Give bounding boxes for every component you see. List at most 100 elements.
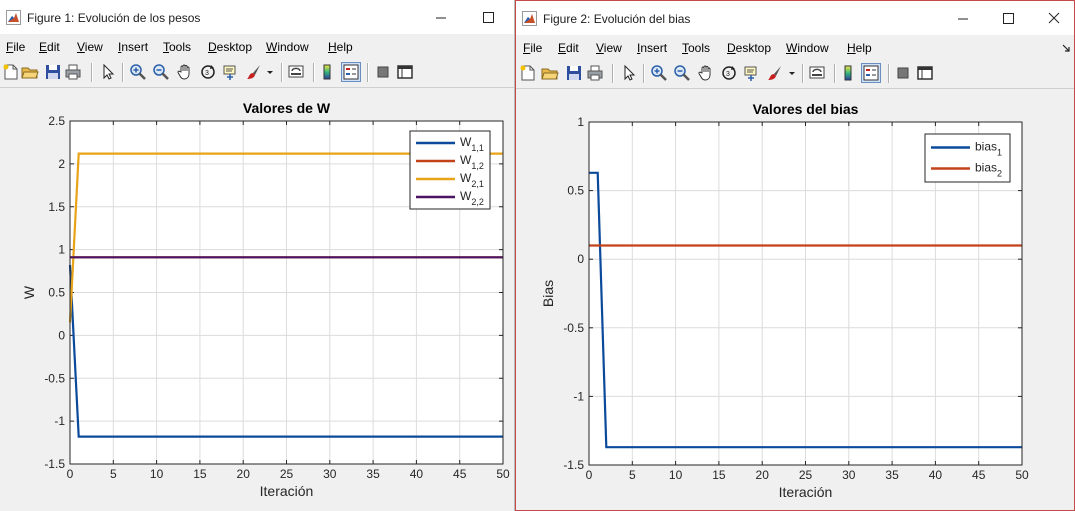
legend-subscript: 2 — [997, 169, 1002, 179]
toolbar-separator — [367, 63, 369, 82]
toolbar: 3 — [516, 61, 1074, 86]
save-icon[interactable] — [44, 63, 62, 81]
edit-plot-pointer-icon[interactable] — [99, 63, 117, 81]
y-tick-label: -1 — [573, 389, 584, 403]
menu-tools[interactable]: Tools — [163, 40, 192, 54]
legend-name: W — [460, 153, 472, 167]
y-tick-label: -0.5 — [44, 371, 65, 385]
x-tick-label: 20 — [756, 468, 770, 482]
svg-text:3: 3 — [726, 71, 730, 78]
link-plot-icon[interactable] — [808, 64, 826, 82]
colorbar-icon[interactable] — [839, 64, 857, 82]
zoom-out-icon[interactable] — [673, 64, 691, 82]
toolbar-separator — [834, 64, 836, 83]
open-file-icon[interactable] — [21, 63, 39, 81]
menu-view[interactable]: View — [77, 40, 103, 54]
chevron-down-icon[interactable] — [787, 64, 797, 82]
y-tick-label: 2 — [58, 157, 65, 171]
minimize-button[interactable] — [947, 5, 979, 31]
print-icon[interactable] — [586, 64, 604, 82]
save-icon[interactable] — [565, 64, 583, 82]
title-bar[interactable]: Figure 2: Evolución del bias — [516, 1, 1074, 35]
x-tick-label: 15 — [193, 467, 207, 481]
chevron-down-icon[interactable] — [265, 63, 275, 81]
y-tick-label: 0.5 — [567, 184, 584, 198]
edit-plot-pointer-icon[interactable] — [620, 64, 638, 82]
maximize-button[interactable] — [992, 5, 1024, 31]
open-file-icon[interactable] — [541, 64, 559, 82]
y-tick-label: -1 — [54, 414, 65, 428]
data-cursor-icon[interactable] — [743, 64, 761, 82]
link-plot-icon[interactable] — [287, 63, 305, 81]
legend-entry: W2,2 — [460, 189, 484, 207]
zoom-in-icon[interactable] — [129, 63, 147, 81]
dock-arrow-icon[interactable] — [1061, 43, 1071, 53]
menu-file[interactable]: File — [523, 41, 543, 55]
y-tick-label: -1.5 — [44, 457, 65, 471]
y-tick-label: 1.5 — [48, 200, 65, 214]
x-tick-label: 5 — [629, 468, 636, 482]
toolbar-separator — [122, 63, 124, 82]
legend-name: bias — [975, 161, 997, 175]
menu-insert[interactable]: Insert — [118, 40, 149, 54]
rotate-3d-icon[interactable]: 3 — [720, 64, 738, 82]
colorbar-icon[interactable] — [318, 63, 336, 81]
hide-plot-tools-icon[interactable] — [894, 64, 912, 82]
menu-window[interactable]: Window — [786, 41, 829, 55]
x-tick-label: 50 — [1015, 468, 1029, 482]
menu-file[interactable]: File — [6, 40, 26, 54]
chart-title: Valores de W — [243, 100, 331, 116]
legend-name: W — [460, 171, 472, 185]
brush-icon[interactable] — [766, 64, 784, 82]
close-button[interactable] — [1038, 5, 1070, 31]
zoom-in-icon[interactable] — [650, 64, 668, 82]
show-plot-tools-icon[interactable] — [916, 64, 934, 82]
maximize-button[interactable] — [472, 4, 504, 30]
print-icon[interactable] — [64, 63, 82, 81]
x-tick-label: 15 — [712, 468, 726, 482]
menu-help[interactable]: Help — [328, 40, 353, 54]
minimize-icon — [436, 17, 446, 19]
x-tick-label: 30 — [323, 467, 337, 481]
figure-canvas: 0 5 10 15 20 25 30 35 40 45 50 -1.5 -1 -0.5 0 0.5 1 1.5 2 2… — [0, 87, 514, 511]
bias-line-chart: 0 5 10 15 20 25 30 35 40 45 50 -1.5 -1 -0.5 0 0.5 1 Valor… — [540, 101, 1029, 500]
series-line — [589, 171, 1022, 449]
menu-desktop[interactable]: Desktop — [727, 41, 772, 55]
legend-subscript: 1,2 — [471, 161, 484, 171]
pan-hand-icon[interactable] — [176, 63, 194, 81]
legend-entry: bias1 — [975, 140, 1002, 158]
rotate-3d-icon[interactable]: 3 — [199, 63, 217, 81]
menu-tools[interactable]: Tools — [682, 41, 711, 55]
y-tick-label: 0.5 — [48, 286, 65, 300]
x-tick-label: 50 — [496, 467, 510, 481]
menu-insert[interactable]: Insert — [637, 41, 668, 55]
x-tick-label: 0 — [586, 468, 593, 482]
minimize-button[interactable] — [425, 4, 457, 30]
data-cursor-icon[interactable] — [222, 63, 240, 81]
legend-subscript: 2,1 — [471, 179, 484, 189]
toolbar-separator — [888, 64, 890, 83]
new-figure-icon[interactable] — [519, 64, 537, 82]
maximize-icon — [1003, 13, 1014, 24]
zoom-out-icon[interactable] — [152, 63, 170, 81]
legend-icon[interactable] — [861, 63, 881, 83]
menu-bar: File Edit View Insert Tools Desktop Wind… — [0, 36, 514, 58]
menu-help[interactable]: Help — [847, 41, 872, 55]
menu-desktop[interactable]: Desktop — [208, 40, 253, 54]
title-bar[interactable]: Figure 1: Evolución de los pesos — [0, 0, 514, 34]
menu-window[interactable]: Window — [266, 40, 309, 54]
hide-plot-tools-icon[interactable] — [374, 63, 392, 81]
figure-2-window: Figure 2: Evolución del bias File Edit V… — [515, 0, 1075, 511]
y-tick-label: 0 — [577, 252, 584, 266]
brush-icon[interactable] — [245, 63, 263, 81]
menu-edit[interactable]: Edit — [558, 41, 579, 55]
x-tick-label: 30 — [842, 468, 856, 482]
new-figure-icon[interactable] — [2, 63, 20, 81]
toolbar-separator — [313, 63, 315, 82]
legend-icon[interactable] — [341, 62, 361, 82]
legend-name: W — [460, 189, 472, 203]
menu-view[interactable]: View — [596, 41, 622, 55]
pan-hand-icon[interactable] — [697, 64, 715, 82]
show-plot-tools-icon[interactable] — [396, 63, 414, 81]
menu-edit[interactable]: Edit — [39, 40, 60, 54]
